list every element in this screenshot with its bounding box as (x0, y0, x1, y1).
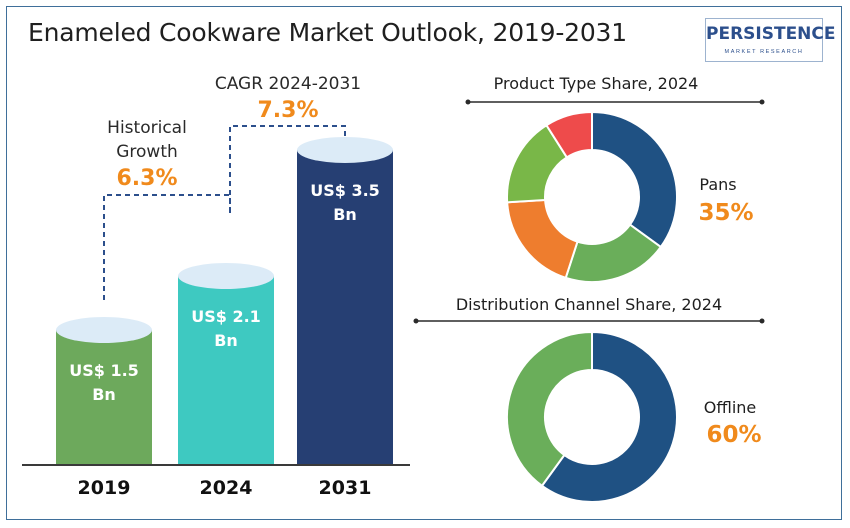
bar-value-unit: Bn (214, 331, 238, 350)
donut1-rule-dot-right (759, 99, 765, 105)
cagr-value: 7.3% (257, 98, 318, 123)
bar-top-cap (297, 137, 393, 163)
bar-value-label: US$ 2.1 (191, 307, 261, 326)
donut-slice (591, 110, 678, 249)
donut2-title: Distribution Channel Share, 2024 (456, 295, 722, 314)
bar-2024: US$ 2.1 Bn (178, 263, 274, 465)
historical-label-line1: Historical (107, 118, 187, 138)
historical-label-line2: Growth (116, 142, 178, 162)
donut-slice (545, 110, 593, 159)
donut2-highlight-value: 60% (706, 422, 761, 448)
donut1-title-mask (459, 70, 769, 98)
donut-slice (506, 198, 579, 280)
bar-top-cap (178, 263, 274, 289)
logo-name: PERSISTENCE (706, 24, 836, 44)
donut2-highlight-label: Offline (704, 398, 757, 417)
x-tick-label: 2031 (319, 477, 372, 499)
cagr-connector (229, 125, 346, 213)
donut1-rule-dot-left (465, 99, 471, 105)
logo-tagline: MARKET RESEARCH (724, 49, 804, 55)
donut-slice (506, 330, 593, 488)
bar-top-cap (56, 317, 152, 343)
bar-2031: US$ 3.5 Bn (297, 137, 393, 465)
donut-slice (540, 330, 678, 503)
historical-growth-value: 6.3% (116, 166, 177, 191)
brand-logo: PERSISTENCE MARKET RESEARCH (705, 18, 836, 62)
page-title: Enameled Cookware Market Outlook, 2019-2… (28, 18, 627, 47)
bar-value-label: US$ 3.5 (310, 181, 380, 200)
bar-body (178, 276, 274, 465)
x-tick-label: 2024 (200, 477, 253, 499)
bar-2019: US$ 1.5 Bn (56, 317, 152, 465)
bar-body (56, 330, 152, 465)
cagr-label: CAGR 2024-2031 (215, 74, 361, 94)
bar-value-unit: Bn (92, 385, 116, 404)
bar-body (297, 150, 393, 465)
bar-value-unit: Bn (333, 205, 357, 224)
product-type-donut (506, 110, 678, 283)
donut1-highlight-label: Pans (699, 175, 736, 194)
donut2-title-mask (428, 292, 748, 318)
x-axis-tick-labels: 2019 2024 2031 (78, 477, 372, 499)
distribution-channel-donut (506, 330, 678, 503)
bar-series: US$ 1.5 Bn US$ 2.1 Bn US$ 3.5 Bn (56, 137, 393, 465)
bar-value-label: US$ 1.5 (69, 361, 139, 380)
x-tick-label: 2019 (78, 477, 131, 499)
donut2-rule-dot-right (759, 318, 765, 324)
donut1-title: Product Type Share, 2024 (494, 74, 699, 93)
donut1-highlight-value: 35% (698, 200, 753, 226)
donut2-rule-dot-left (413, 318, 419, 324)
